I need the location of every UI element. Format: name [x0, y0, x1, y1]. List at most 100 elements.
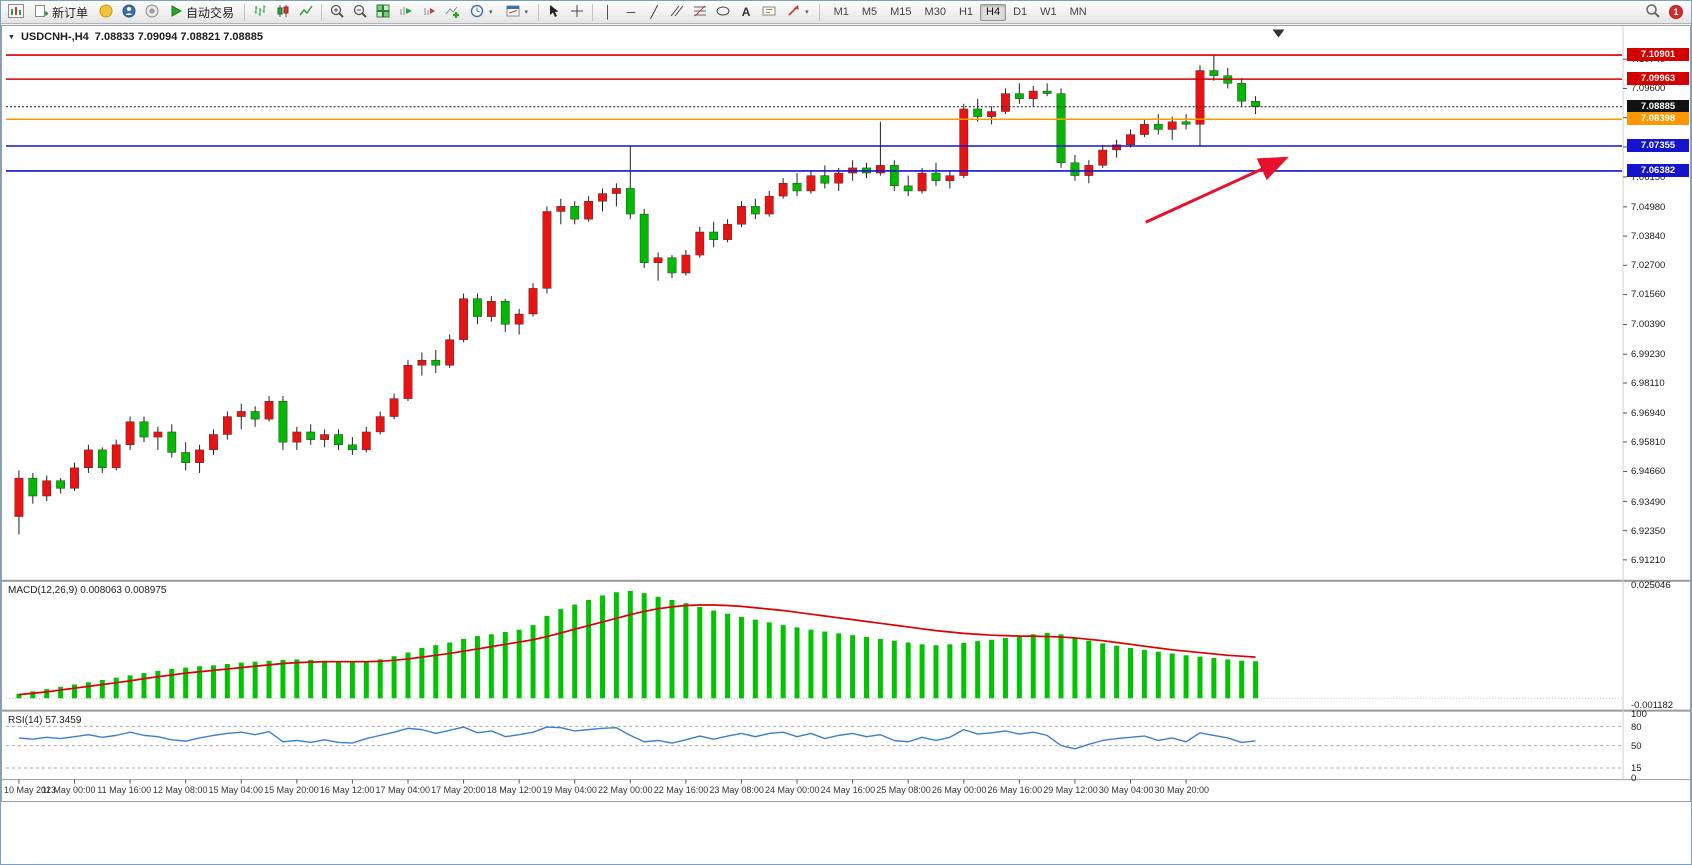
price-axis-label: 6.93490: [1631, 496, 1666, 508]
rsi-axis-label: 80: [1631, 721, 1642, 733]
timeframe-h4-button[interactable]: H4: [980, 3, 1007, 21]
time-axis[interactable]: 10 May 2023 11 May 00:00 11 May 16:00 12 Ma…: [2, 783, 1690, 799]
autotrading-button[interactable]: 自动交易: [164, 3, 240, 22]
channel-tool-button[interactable]: [666, 3, 688, 22]
horizontal-line-tool-button[interactable]: ─: [620, 3, 642, 22]
shapes-tool-button[interactable]: [712, 3, 734, 22]
line-chart-button[interactable]: [295, 3, 317, 22]
time-axis-label: 10 May 2023: [4, 785, 57, 795]
new-chart-button[interactable]: [5, 3, 27, 22]
price-axis-label: 6.92350: [1631, 525, 1666, 537]
trendline-tool-button[interactable]: ╱: [643, 3, 665, 22]
trend-arrow-annotation: [1145, 156, 1289, 224]
new-order-label: 新订单: [52, 5, 89, 20]
templates-icon: [506, 4, 520, 21]
panel-separator: [2, 579, 1690, 582]
price-axis-label: 6.91210: [1631, 555, 1666, 567]
price-axis-label: 6.94660: [1631, 466, 1666, 478]
time-axis-label: 19 May 04:00: [542, 785, 597, 795]
text-tool-button[interactable]: A: [735, 3, 757, 22]
crosshair-icon: [570, 4, 584, 21]
toolbar-separator: [592, 3, 594, 21]
new-order-icon: [34, 4, 48, 21]
toolbar-separator: [321, 3, 323, 21]
tile-windows-button[interactable]: [372, 3, 394, 22]
timeframe-m1-button[interactable]: M1: [828, 4, 855, 21]
timeframe-m15-button[interactable]: M15: [884, 4, 917, 21]
rsi-line: [18, 726, 1256, 750]
time-axis-label: 30 May 20:00: [1154, 785, 1210, 795]
bar-chart-button[interactable]: [249, 3, 271, 22]
autotrading-label: 自动交易: [186, 5, 235, 20]
price-chart-canvas[interactable]: [2, 26, 1690, 801]
toolbar-right-group: 1: [1641, 3, 1687, 22]
fibonacci-tool-button[interactable]: [689, 3, 711, 22]
arrows-tool-button[interactable]: ▾: [781, 3, 815, 22]
macd-histogram: [16, 590, 1259, 699]
line-chart-icon: [299, 4, 313, 21]
crosshair-button[interactable]: [566, 3, 588, 22]
metaeditor-icon: [99, 4, 113, 21]
shift-chart-button[interactable]: [418, 3, 440, 22]
price-axis-label: 6.96940: [1631, 407, 1666, 419]
rsi-axis-label: 50: [1631, 741, 1642, 752]
price-line-badge: 7.06382: [1627, 164, 1689, 178]
vertical-line-tool-button[interactable]: │: [597, 3, 619, 22]
time-axis-label: 24 May 00:00: [764, 785, 820, 795]
time-axis-label: 24 May 16:00: [820, 785, 876, 795]
timeframe-m5-button[interactable]: M5: [856, 4, 883, 21]
new-order-button[interactable]: 新订单: [28, 3, 94, 22]
periods-button[interactable]: ▾: [464, 3, 499, 22]
panel-separator: [2, 709, 1690, 712]
metaeditor-button[interactable]: [95, 3, 117, 22]
timeframe-group: M1 M5 M15 M30 H1 H4 D1 W1 MN: [828, 3, 1093, 21]
toolbar: 新订单 自动交易: [1, 1, 1691, 24]
autotrading-play-icon: [170, 4, 183, 20]
timeframe-h1-button[interactable]: H1: [953, 4, 979, 21]
search-icon: [1645, 3, 1660, 21]
price-axis-label: 6.99230: [1631, 349, 1666, 361]
price-line-badges: 7.10901 7.09963 7.08885 7.08398 7.07355 7.063…: [1626, 26, 1690, 782]
price-axis-label: 7.09600: [1631, 83, 1666, 95]
time-axis-label: 22 May 00:00: [598, 785, 653, 795]
chart-shift-marker: [1272, 29, 1285, 38]
time-axis-label: 18 May 12:00: [486, 785, 542, 795]
indicators-button[interactable]: [441, 3, 463, 22]
auto-scroll-button[interactable]: [395, 3, 417, 22]
chart-window[interactable]: ▼ USDCNH-,H4 7.08833 7.09094 7.08821 7.0…: [1, 25, 1691, 802]
notifications-badge[interactable]: 1: [1669, 5, 1683, 19]
price-axis-label: 7.02700: [1631, 260, 1666, 272]
timeframe-w1-button[interactable]: W1: [1034, 4, 1063, 21]
time-axis-label: 17 May 20:00: [431, 785, 486, 795]
zoom-out-button[interactable]: [349, 3, 371, 22]
rsi-axis-label: 0: [1631, 773, 1637, 784]
timeframe-m30-button[interactable]: M30: [919, 4, 952, 21]
search-button[interactable]: [1641, 3, 1663, 22]
market-watch-button[interactable]: [118, 3, 140, 22]
bottom-space: [1, 802, 1691, 864]
price-axis-label: 6.98110: [1631, 377, 1665, 389]
time-axis-label: 22 May 16:00: [653, 785, 709, 795]
label-tool-button[interactable]: [758, 3, 780, 22]
chevron-down-icon: ▾: [805, 9, 809, 16]
candle-chart-icon: [276, 4, 290, 21]
trendline-icon: ╱: [650, 5, 658, 19]
sound-button[interactable]: [141, 3, 163, 22]
shift-chart-icon: [422, 4, 436, 21]
templates-button[interactable]: ▾: [500, 3, 535, 22]
zoom-in-button[interactable]: [326, 3, 348, 22]
price-axis-label: 7.00390: [1631, 319, 1666, 331]
zoom-in-icon: [330, 4, 344, 21]
time-axis-label: 30 May 04:00: [1098, 785, 1154, 795]
chevron-down-icon: ▾: [489, 9, 493, 16]
timeframe-d1-button[interactable]: D1: [1007, 4, 1033, 21]
time-axis-label: 23 May 08:00: [709, 785, 764, 795]
cursor-button[interactable]: [543, 3, 565, 22]
rsi-axis-label: 15: [1631, 763, 1642, 775]
time-axis-label: 16 May 12:00: [319, 785, 375, 795]
price-line-badge: 7.08398: [1627, 112, 1689, 126]
timeframe-mn-button[interactable]: MN: [1064, 4, 1093, 21]
candlesticks: [14, 55, 1260, 535]
candle-chart-button[interactable]: [272, 3, 294, 22]
time-axis-label: 29 May 12:00: [1043, 785, 1098, 795]
